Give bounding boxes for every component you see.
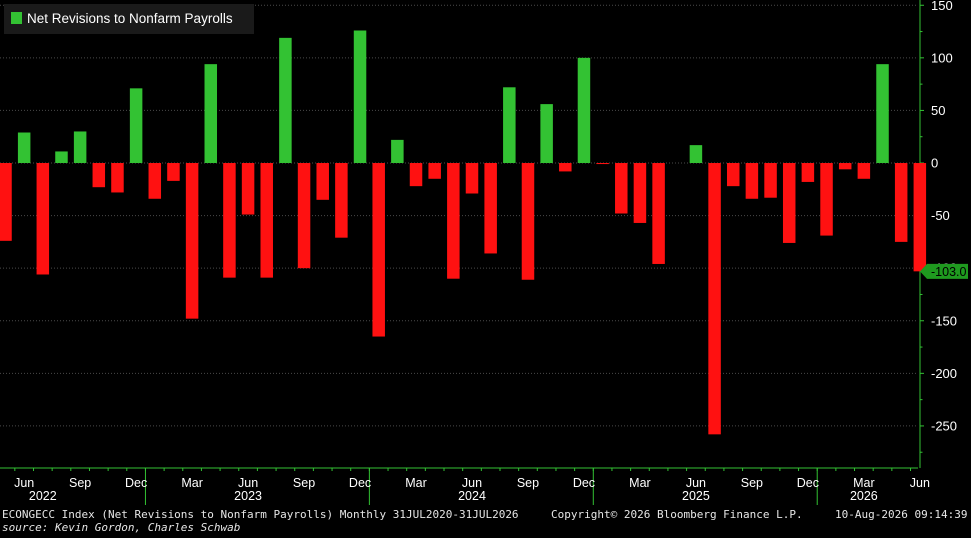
footer-line1: ECONGECC Index (Net Revisions to Nonfarm… (0, 508, 971, 522)
bar (894, 163, 908, 242)
bar (55, 151, 68, 164)
y-tick-label: 50 (931, 103, 945, 118)
bar (409, 163, 423, 187)
x-month-label: Dec (125, 476, 147, 490)
bar (73, 131, 87, 164)
bar (596, 163, 609, 165)
bar (782, 163, 796, 243)
x-month-label: Mar (853, 476, 875, 490)
bar (129, 88, 143, 164)
bar (223, 163, 236, 278)
y-tick-label: 0 (931, 156, 938, 171)
x-month-label: Sep (741, 476, 763, 490)
bar (372, 163, 385, 337)
bar (801, 163, 815, 182)
bar (167, 163, 180, 181)
x-year-label: 2024 (458, 489, 486, 503)
x-month-label: Dec (797, 476, 819, 490)
x-month-label: Dec (349, 476, 371, 490)
footer-index-text: ECONGECC Index (Net Revisions to Nonfarm… (2, 508, 519, 521)
bar (260, 163, 273, 278)
bar (36, 163, 50, 275)
bar (241, 163, 255, 215)
footer-source: source: Kevin Gordon, Charles Schwab (2, 521, 241, 534)
bar (820, 163, 833, 236)
bar (745, 163, 759, 199)
bar-chart: 150100500-50-100-150-200-250-103.0JunSep… (0, 0, 968, 505)
x-year-label: 2022 (29, 489, 57, 503)
bar (559, 163, 572, 172)
y-tick-label: -150 (931, 313, 957, 328)
bar (391, 139, 404, 164)
bar (465, 163, 479, 194)
bar (689, 145, 703, 164)
bar (503, 87, 516, 164)
x-month-label: Mar (181, 476, 203, 490)
legend-label: Net Revisions to Nonfarm Payrolls (27, 11, 233, 26)
x-month-label: Jun (686, 476, 706, 490)
bar (540, 104, 553, 164)
legend: Net Revisions to Nonfarm Payrolls (4, 4, 254, 34)
bar (279, 37, 292, 164)
bar (353, 30, 367, 164)
bar (428, 163, 441, 179)
bar (92, 163, 106, 188)
bar (857, 163, 871, 179)
x-month-label: Mar (405, 476, 427, 490)
bar (615, 163, 628, 214)
bar (838, 163, 852, 170)
legend-background (4, 4, 254, 34)
bar (726, 163, 740, 187)
footer-copyright: Copyright© 2026 Bloomberg Finance L.P. (551, 508, 803, 521)
x-month-label: Sep (293, 476, 315, 490)
x-month-label: Jun (238, 476, 258, 490)
x-year-label: 2026 (850, 489, 878, 503)
bar (316, 163, 329, 200)
footer-line2: source: Kevin Gordon, Charles Schwab (0, 521, 971, 535)
bar (876, 64, 889, 164)
x-month-label: Sep (69, 476, 91, 490)
bar (484, 163, 497, 254)
x-month-label: Mar (629, 476, 651, 490)
y-tick-label: 150 (931, 0, 953, 13)
bar (17, 132, 31, 164)
footer-timestamp: 10-Aug-2026 09:14:39 (835, 508, 968, 521)
bar (577, 57, 591, 164)
x-month-label: Dec (573, 476, 595, 490)
bar (764, 163, 777, 198)
bar (204, 64, 218, 164)
x-month-label: Jun (462, 476, 482, 490)
bar (633, 163, 647, 223)
y-tick-label: -200 (931, 366, 957, 381)
bar (652, 163, 665, 264)
bar (447, 163, 460, 279)
y-tick-label: -50 (931, 208, 950, 223)
bar (111, 163, 124, 193)
bar (708, 163, 721, 435)
last-value-label: -103.0 (931, 265, 966, 279)
y-tick-label: -250 (931, 418, 957, 433)
bar (0, 163, 12, 241)
y-tick-label: 100 (931, 50, 953, 65)
x-year-label: 2023 (234, 489, 262, 503)
bar (185, 163, 199, 319)
bar (521, 163, 535, 280)
x-month-label: Sep (517, 476, 539, 490)
bar (335, 163, 348, 238)
bar (148, 163, 162, 199)
x-month-label: Jun (14, 476, 34, 490)
last-value-tag (920, 263, 968, 279)
x-year-label: 2025 (682, 489, 710, 503)
bar (297, 163, 311, 269)
bar (913, 163, 927, 272)
x-month-label: Jun (910, 476, 930, 490)
legend-swatch (11, 12, 22, 24)
